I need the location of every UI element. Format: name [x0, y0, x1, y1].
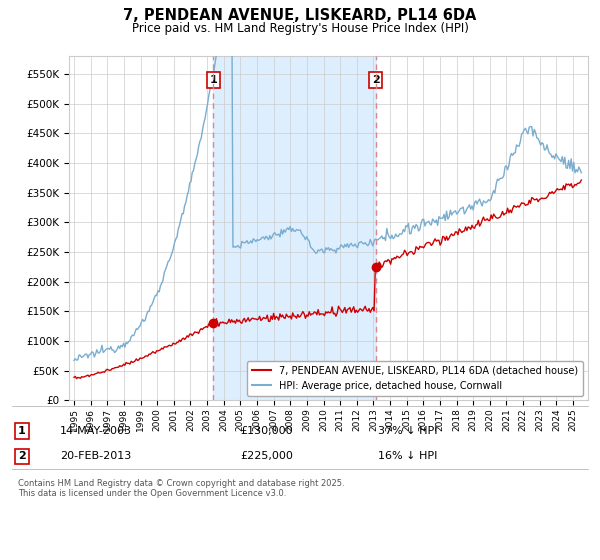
Text: 2: 2	[372, 75, 379, 85]
Text: Price paid vs. HM Land Registry's House Price Index (HPI): Price paid vs. HM Land Registry's House …	[131, 22, 469, 35]
Legend: 7, PENDEAN AVENUE, LISKEARD, PL14 6DA (detached house), HPI: Average price, deta: 7, PENDEAN AVENUE, LISKEARD, PL14 6DA (d…	[247, 361, 583, 395]
Text: Contains HM Land Registry data © Crown copyright and database right 2025.
This d: Contains HM Land Registry data © Crown c…	[18, 479, 344, 498]
Text: 20-FEB-2013: 20-FEB-2013	[60, 451, 131, 461]
Text: 1: 1	[209, 75, 217, 85]
Text: 14-MAY-2003: 14-MAY-2003	[60, 426, 132, 436]
Text: £225,000: £225,000	[240, 451, 293, 461]
Text: 7, PENDEAN AVENUE, LISKEARD, PL14 6DA: 7, PENDEAN AVENUE, LISKEARD, PL14 6DA	[124, 8, 476, 24]
Text: 2: 2	[18, 451, 26, 461]
Text: 37% ↓ HPI: 37% ↓ HPI	[378, 426, 437, 436]
Text: 1: 1	[18, 426, 26, 436]
Text: £130,000: £130,000	[240, 426, 293, 436]
Text: 16% ↓ HPI: 16% ↓ HPI	[378, 451, 437, 461]
Bar	[213, 56, 376, 400]
